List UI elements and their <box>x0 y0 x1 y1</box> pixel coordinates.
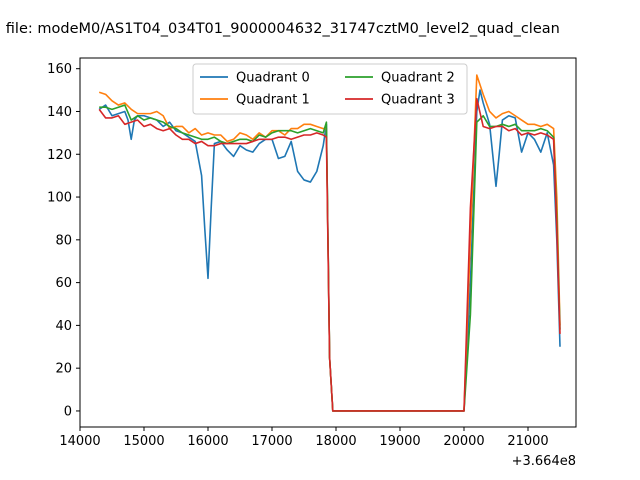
x-tick-label: 16000 <box>187 434 228 449</box>
x-offset-label: +3.664e8 <box>512 454 576 469</box>
axes-frame <box>79 57 577 428</box>
y-tick-label: 80 <box>55 233 72 248</box>
chart-title: n file: modeM0/AS1T04_034T01_9000004632_… <box>0 21 560 37</box>
x-tick-label: 17000 <box>251 434 292 449</box>
y-tick-label: 100 <box>47 191 72 206</box>
y-tick-label: 160 <box>47 62 72 77</box>
y-tick-label: 0 <box>64 404 72 419</box>
y-tick-label: 20 <box>55 362 72 377</box>
axes: 14000 15000 16000 17000 18000 19000 20000 21000… <box>47 57 577 469</box>
x-tick-label: 20000 <box>443 434 484 449</box>
legend-label-quadrant-0: Quadrant 0 <box>236 71 310 86</box>
legend: Quadrant 0 Quadrant 1 Quadrant 2 Quadrant 3 <box>192 63 468 115</box>
series-line-quadrant-1 <box>98 74 561 412</box>
series-lines <box>98 74 561 412</box>
x-tick-label: 19000 <box>379 434 420 449</box>
x-tick-label: 14000 <box>59 434 100 449</box>
y-tick-label: 140 <box>47 105 72 120</box>
legend-box <box>192 63 468 115</box>
x-tick-label: 18000 <box>315 434 356 449</box>
y-tick-label: 120 <box>47 148 72 163</box>
x-tick-label: 21000 <box>507 434 548 449</box>
legend-label-quadrant-3: Quadrant 3 <box>381 93 455 108</box>
legend-label-quadrant-1: Quadrant 1 <box>236 93 310 108</box>
series-line-quadrant-2 <box>99 104 561 412</box>
legend-label-quadrant-2: Quadrant 2 <box>381 71 455 86</box>
plot-area <box>98 74 561 412</box>
series-line-quadrant-3 <box>98 97 561 412</box>
y-tick-label: 60 <box>55 276 72 291</box>
y-tick-label: 40 <box>55 319 72 334</box>
x-tick-label: 15000 <box>123 434 164 449</box>
